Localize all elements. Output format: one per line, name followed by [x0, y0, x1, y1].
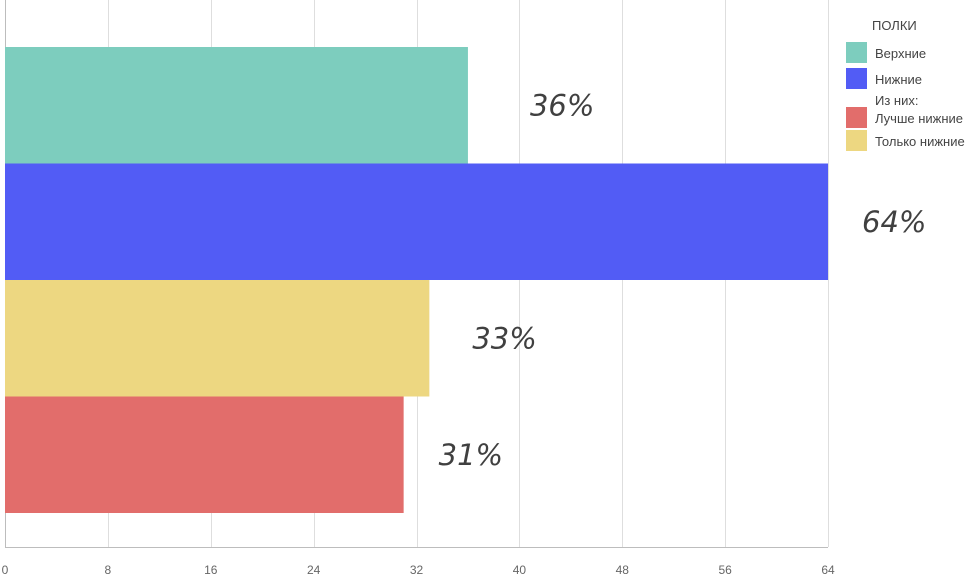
data-label-better_lower: 31%	[439, 438, 503, 472]
x-tick-label: 40	[513, 563, 527, 577]
x-tick-label: 64	[821, 563, 835, 577]
legend: ПОЛКИ Верхние Нижние Из них: Лучше нижние То…	[846, 18, 965, 151]
x-tick-label: 0	[2, 563, 9, 577]
x-tick-label: 32	[410, 563, 424, 577]
legend-note: Из них:	[875, 93, 918, 108]
legend-item-label: Лучше нижние	[875, 111, 963, 126]
legend-item-label: Нижние	[875, 72, 922, 87]
x-tick-label: 56	[718, 563, 732, 577]
bar-better_lower	[5, 396, 404, 513]
legend-swatch	[846, 68, 867, 89]
legend-item-label: Верхние	[875, 46, 926, 61]
legend-swatch	[846, 107, 867, 128]
x-tick-label: 16	[204, 563, 218, 577]
bar-only_lower	[5, 280, 430, 397]
data-label-upper: 36%	[530, 88, 594, 122]
x-tick-label: 48	[616, 563, 630, 577]
x-tick-label: 24	[307, 563, 321, 577]
x-axis: 0 8 16 24 32 40 48 56 64	[2, 547, 835, 577]
legend-title: ПОЛКИ	[872, 18, 917, 33]
bar-upper	[5, 47, 468, 164]
data-label-lower: 64%	[862, 205, 926, 239]
legend-swatch	[846, 42, 867, 63]
legend-swatch	[846, 130, 867, 151]
data-label-only_lower: 33%	[472, 321, 536, 355]
bar-lower	[5, 163, 828, 280]
bars	[5, 47, 828, 513]
x-tick-label: 8	[105, 563, 112, 577]
legend-item-label: Только нижние	[875, 134, 965, 149]
data-labels: 36% 64% 33% 31%	[439, 88, 927, 472]
